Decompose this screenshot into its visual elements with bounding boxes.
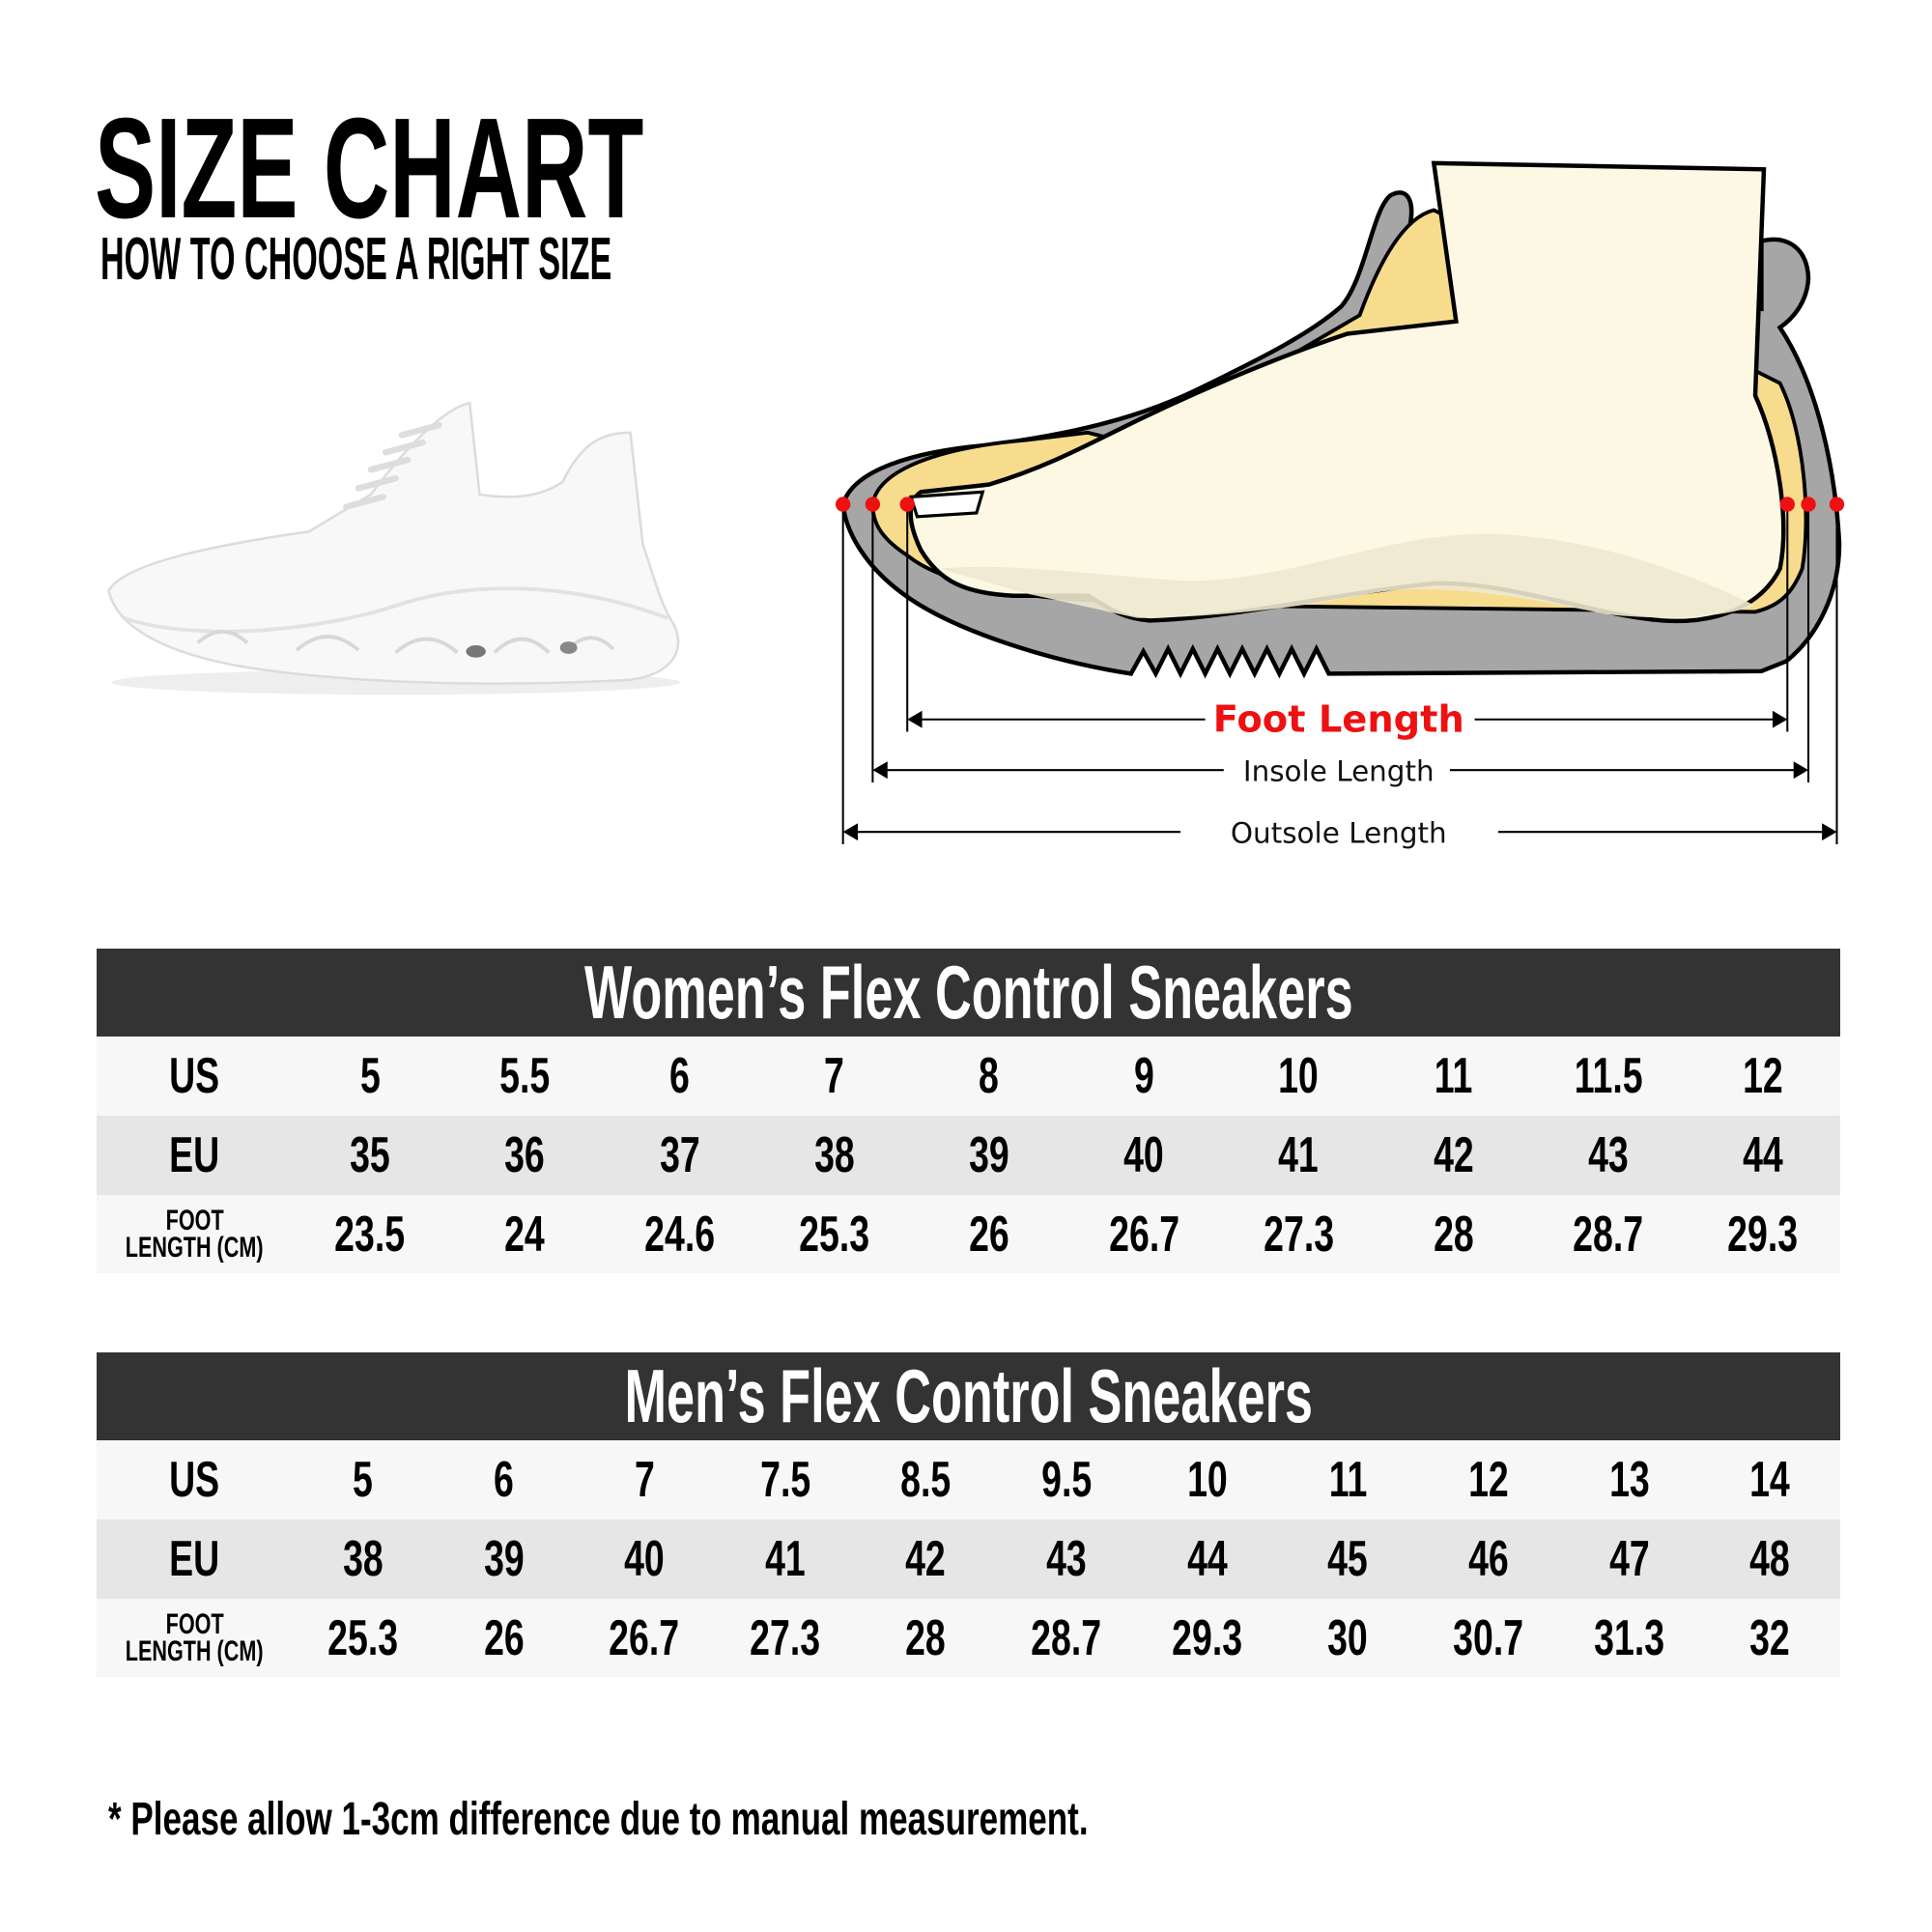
men-row-foot-length: FOOT LENGTH (CM) 25.3 26 26.7 27.3 28 28.7 29.3 3… (97, 1599, 1840, 1677)
insole-length-label: Insole Length (1243, 755, 1435, 788)
size-cell: 26.7 (1108, 1206, 1179, 1263)
measure-lines (841, 504, 1838, 844)
row-label: US (169, 1048, 220, 1104)
size-cell: 38 (813, 1127, 855, 1183)
footnote: * Please allow 1-3cm difference due to m… (108, 1794, 1089, 1845)
size-cell: 28 (1433, 1206, 1474, 1263)
size-cell: 6 (669, 1048, 690, 1104)
size-cell: 26 (483, 1609, 525, 1666)
size-cell: 46 (1468, 1531, 1509, 1587)
size-cell: 31.3 (1594, 1609, 1665, 1666)
women-row-eu: EU 35 36 37 38 39 40 41 42 43 44 (97, 1116, 1840, 1195)
women-table-title: Women’s Flex Control Sneakers (97, 949, 1840, 1037)
size-cell: 12 (1468, 1452, 1509, 1508)
size-cell: 11 (1434, 1048, 1473, 1104)
size-cell: 8 (979, 1048, 1000, 1104)
size-cell: 45 (1327, 1531, 1369, 1587)
size-cell: 39 (969, 1127, 1009, 1183)
measure-points (836, 497, 1845, 512)
size-cell: 11 (1328, 1452, 1368, 1508)
size-cell: 48 (1749, 1531, 1791, 1587)
size-cell: 14 (1749, 1452, 1791, 1508)
size-cell: 30 (1327, 1609, 1369, 1666)
page-title: SIZE CHART (95, 89, 644, 248)
size-cell: 40 (1123, 1127, 1164, 1183)
size-cell: 9.5 (1040, 1452, 1093, 1508)
men-row-us: US 5 6 7 7.5 8.5 9.5 10 11 12 13 14 (97, 1440, 1840, 1520)
outsole-length-label: Outsole Length (1231, 817, 1447, 850)
size-cell: 9 (1133, 1048, 1154, 1104)
size-cell: 11.5 (1574, 1048, 1643, 1104)
size-cell: 44 (1186, 1531, 1228, 1587)
size-cell: 41 (764, 1531, 806, 1587)
row-label: EU (169, 1531, 220, 1587)
size-cell: 38 (342, 1531, 384, 1587)
size-cell: 26 (969, 1206, 1009, 1263)
size-cell: 32 (1749, 1609, 1791, 1666)
row-label: FOOT LENGTH (CM) (126, 1204, 264, 1264)
size-cell: 10 (1186, 1452, 1228, 1508)
size-cell: 7 (634, 1452, 655, 1508)
size-cell: 36 (504, 1127, 546, 1183)
size-cell: 7 (824, 1048, 845, 1104)
men-table-title: Men’s Flex Control Sneakers (97, 1352, 1840, 1440)
size-cell: 42 (905, 1531, 947, 1587)
women-row-foot-length: FOOT LENGTH (CM) 23.5 24 24.6 25.3 26 26.7 27.3 2… (97, 1195, 1840, 1273)
foot-diagram: Foot Length Insole Length Outsole Length (836, 160, 1845, 850)
size-cell: 10 (1278, 1048, 1320, 1104)
sneaker-image (107, 401, 680, 696)
foot-length-label: Foot Length (1213, 698, 1464, 742)
size-cell: 28 (905, 1609, 947, 1666)
size-cell: 27.3 (750, 1609, 821, 1666)
size-cell: 12 (1743, 1048, 1783, 1104)
size-cell: 5 (359, 1048, 381, 1104)
size-cell: 13 (1608, 1452, 1650, 1508)
size-cell: 35 (350, 1127, 390, 1183)
size-cell: 43 (1587, 1127, 1629, 1183)
size-cell: 44 (1743, 1127, 1783, 1183)
row-label: FOOT LENGTH (CM) (126, 1607, 264, 1667)
size-cell: 23.5 (334, 1206, 406, 1263)
size-cell: 29.3 (1172, 1609, 1243, 1666)
size-cell: 41 (1278, 1127, 1320, 1183)
size-cell: 25.3 (327, 1609, 399, 1666)
size-cell: 6 (494, 1452, 514, 1508)
foot (908, 160, 1786, 624)
size-cell: 24.6 (644, 1206, 715, 1263)
men-size-table: Men’s Flex Control Sneakers US 5 6 7 7.5 8.5 9… (97, 1352, 1840, 1677)
size-cell: 40 (624, 1531, 665, 1587)
toenail (908, 490, 985, 519)
women-size-table: Women’s Flex Control Sneakers US 5 5.5 6 7 8 9… (97, 949, 1840, 1273)
size-cell: 42 (1433, 1127, 1474, 1183)
size-cell: 7.5 (759, 1452, 810, 1508)
women-row-us: US 5 5.5 6 7 8 9 10 11 11.5 12 (97, 1037, 1840, 1116)
size-cell: 30.7 (1453, 1609, 1524, 1666)
row-label: US (169, 1452, 220, 1508)
arrowheads (842, 710, 1837, 841)
men-row-eu: EU 38 39 40 41 42 43 44 45 46 47 48 (97, 1520, 1840, 1599)
size-cell: 27.3 (1263, 1206, 1334, 1263)
size-cell: 26.7 (609, 1609, 680, 1666)
size-cell: 47 (1608, 1531, 1650, 1587)
size-cell: 5 (353, 1452, 374, 1508)
size-cell: 25.3 (799, 1206, 870, 1263)
row-label: EU (169, 1127, 220, 1183)
size-cell: 24 (504, 1206, 546, 1263)
size-cell: 37 (659, 1127, 700, 1183)
size-cell: 29.3 (1727, 1206, 1799, 1263)
size-cell: 28.7 (1573, 1206, 1644, 1263)
page-subtitle: HOW TO CHOOSE A RIGHT SIZE (100, 226, 612, 293)
size-cell: 28.7 (1031, 1609, 1102, 1666)
size-cell: 5.5 (499, 1048, 551, 1104)
size-cell: 39 (483, 1531, 525, 1587)
size-cell: 43 (1046, 1531, 1087, 1587)
size-cell: 8.5 (900, 1452, 952, 1508)
